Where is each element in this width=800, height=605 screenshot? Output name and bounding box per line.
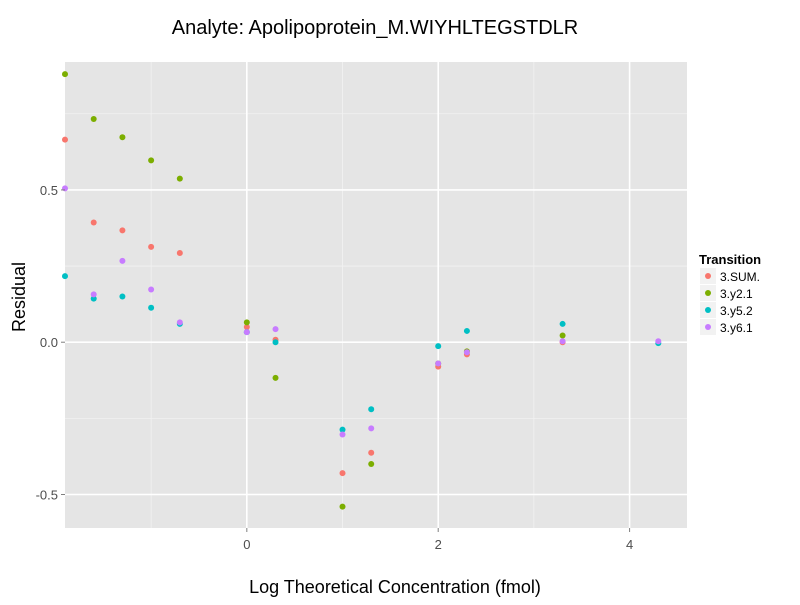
data-point bbox=[272, 339, 279, 346]
data-point bbox=[559, 320, 566, 327]
y-axis-label: Residual bbox=[9, 262, 29, 332]
data-point bbox=[368, 406, 375, 413]
legend-item: 3.SUM. bbox=[700, 268, 760, 284]
grid-major bbox=[65, 62, 687, 528]
data-point bbox=[559, 338, 566, 345]
legend-items: 3.SUM. 3.y2.1 3.y5.2 3.y6.1 bbox=[700, 268, 760, 335]
x-tick-label: 4 bbox=[626, 537, 633, 552]
data-point bbox=[62, 71, 68, 78]
legend-item: 3.y6.1 bbox=[700, 319, 753, 335]
data-point bbox=[272, 326, 279, 333]
series-3-y6-1 bbox=[62, 185, 662, 438]
x-axis-label: Log Theoretical Concentration (fmol) bbox=[249, 577, 541, 597]
y-axis: -0.5 0.0 0.5 bbox=[36, 183, 65, 502]
chart-title: Analyte: Apolipoprotein_M.WIYHLTEGSTDLR bbox=[172, 17, 578, 39]
data-point bbox=[119, 134, 126, 141]
data-point bbox=[368, 449, 375, 456]
legend-title: Transition bbox=[699, 252, 761, 267]
data-point bbox=[463, 327, 470, 334]
points-layer bbox=[62, 71, 662, 510]
data-point bbox=[119, 257, 126, 264]
data-point bbox=[368, 461, 375, 468]
data-point bbox=[90, 295, 97, 302]
data-point bbox=[62, 273, 68, 280]
grid-minor bbox=[65, 62, 687, 528]
y-tick-label: -0.5 bbox=[36, 487, 58, 502]
y-tick-label: 0.0 bbox=[40, 335, 58, 350]
data-point bbox=[559, 332, 566, 339]
data-point bbox=[119, 227, 126, 234]
data-point bbox=[148, 243, 155, 250]
data-point bbox=[368, 425, 375, 432]
x-axis: 0 2 4 bbox=[243, 528, 633, 552]
data-point bbox=[655, 338, 662, 345]
data-point bbox=[435, 343, 442, 350]
data-point bbox=[339, 431, 346, 438]
data-point bbox=[463, 349, 470, 356]
legend-label: 3.SUM. bbox=[720, 270, 760, 284]
data-point bbox=[90, 219, 97, 226]
data-point bbox=[339, 503, 346, 510]
data-point bbox=[339, 426, 346, 433]
legend-key bbox=[705, 290, 711, 296]
legend-item: 3.y5.2 bbox=[700, 302, 753, 318]
data-point bbox=[90, 291, 97, 298]
legend-key bbox=[705, 273, 711, 279]
data-point bbox=[119, 293, 126, 300]
data-point bbox=[243, 323, 250, 330]
plot-panel bbox=[65, 62, 687, 528]
legend-item: 3.y2.1 bbox=[700, 285, 753, 301]
data-point bbox=[176, 175, 183, 182]
data-point bbox=[176, 249, 183, 256]
x-tick-label: 2 bbox=[435, 537, 442, 552]
legend-key bbox=[705, 307, 711, 313]
data-point bbox=[243, 329, 250, 336]
data-point bbox=[148, 304, 155, 311]
legend-label: 3.y6.1 bbox=[720, 321, 753, 335]
data-point bbox=[148, 286, 155, 293]
data-point bbox=[62, 185, 68, 192]
legend: Transition 3.SUM. 3.y2.1 3.y5.2 3.y6.1 bbox=[699, 252, 761, 335]
x-tick-label: 0 bbox=[243, 537, 250, 552]
legend-key bbox=[705, 324, 711, 330]
data-point bbox=[176, 319, 183, 326]
data-point bbox=[272, 374, 279, 381]
data-point bbox=[339, 470, 346, 477]
data-point bbox=[243, 319, 250, 326]
data-point bbox=[90, 115, 97, 122]
legend-label: 3.y5.2 bbox=[720, 304, 753, 318]
y-tick-label: 0.5 bbox=[40, 183, 58, 198]
data-point bbox=[62, 136, 68, 143]
legend-label: 3.y2.1 bbox=[720, 287, 753, 301]
data-point bbox=[148, 157, 155, 164]
data-point bbox=[435, 360, 442, 367]
